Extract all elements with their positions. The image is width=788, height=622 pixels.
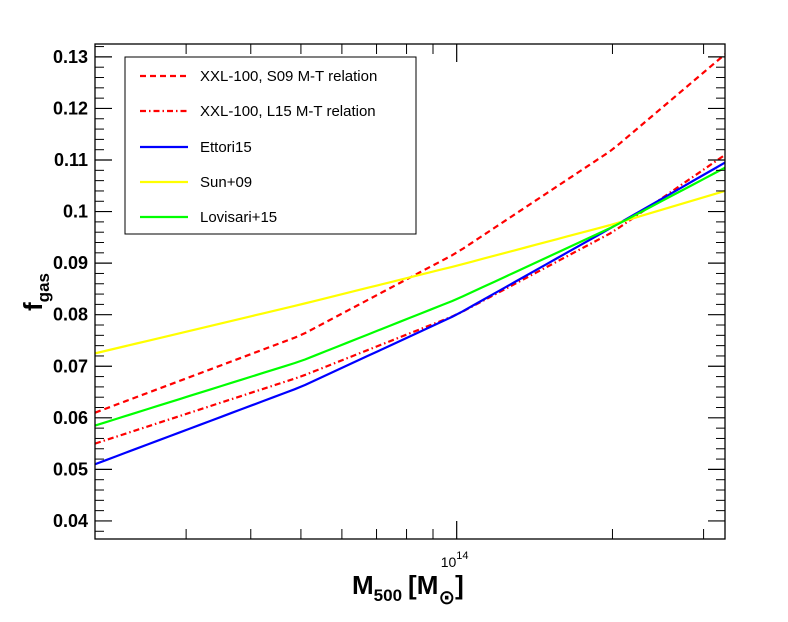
y-tick-label: 0.07 [53,356,88,376]
legend-label: Ettori15 [200,139,252,156]
y-tick-label: 0.04 [53,511,88,531]
legend-label: XXL-100, L15 M-T relation [200,103,376,120]
legend-label: Sun+09 [200,174,252,191]
x-axis-title-unit-sub: ⊙ [438,587,455,609]
svg-text:M500[M⊙]: M500 [M⊙] [352,570,464,609]
series-line-xxl-100-l15-m-t-relation [94,153,726,445]
y-tick-label: 0.09 [53,253,88,273]
x-axis-title-unit-close: ] [455,570,464,600]
y-tick-label: 0.12 [53,98,88,118]
series-layer [94,53,726,466]
y-axis-title-main: f [18,302,48,311]
x-axis-title-sub: 500 [374,586,402,605]
svg-text:fgas: fgas [18,273,53,311]
y-tick-label: 0.06 [53,408,88,428]
y-axis-title: fgas [18,273,53,311]
legend-entries: XXL-100, S09 M-T relation XXL-100, L15 M-… [140,68,377,226]
y-axis-title-sub: gas [34,273,53,302]
y-tick-label: 0.11 [54,150,88,170]
y-tick-label: 0.1 [63,202,88,222]
series-line-lovisari-15 [94,166,726,427]
legend-label: Lovisari+15 [200,209,277,226]
x-axis-title: M500 [M⊙] [352,570,464,609]
y-tick-label: 0.13 [53,47,88,67]
legend-box [124,56,417,235]
legend: XXL-100, S09 M-T relation XXL-100, L15 M-… [124,56,417,235]
plot-frame [94,43,726,540]
y-tick-label: 0.08 [53,305,88,325]
y-tick-label: 0.05 [53,459,88,479]
x-tick-label: 1014 [441,550,469,570]
x-axis-title-main: M [352,570,374,600]
x-axis-title-unit: [M [408,570,438,600]
axis-ticks: 0.04 0.05 0.06 0.07 0.08 0.09 0.1 0.11 0.12 0.13 1… [53,44,725,570]
legend-label: XXL-100, S09 M-T relation [200,68,377,85]
